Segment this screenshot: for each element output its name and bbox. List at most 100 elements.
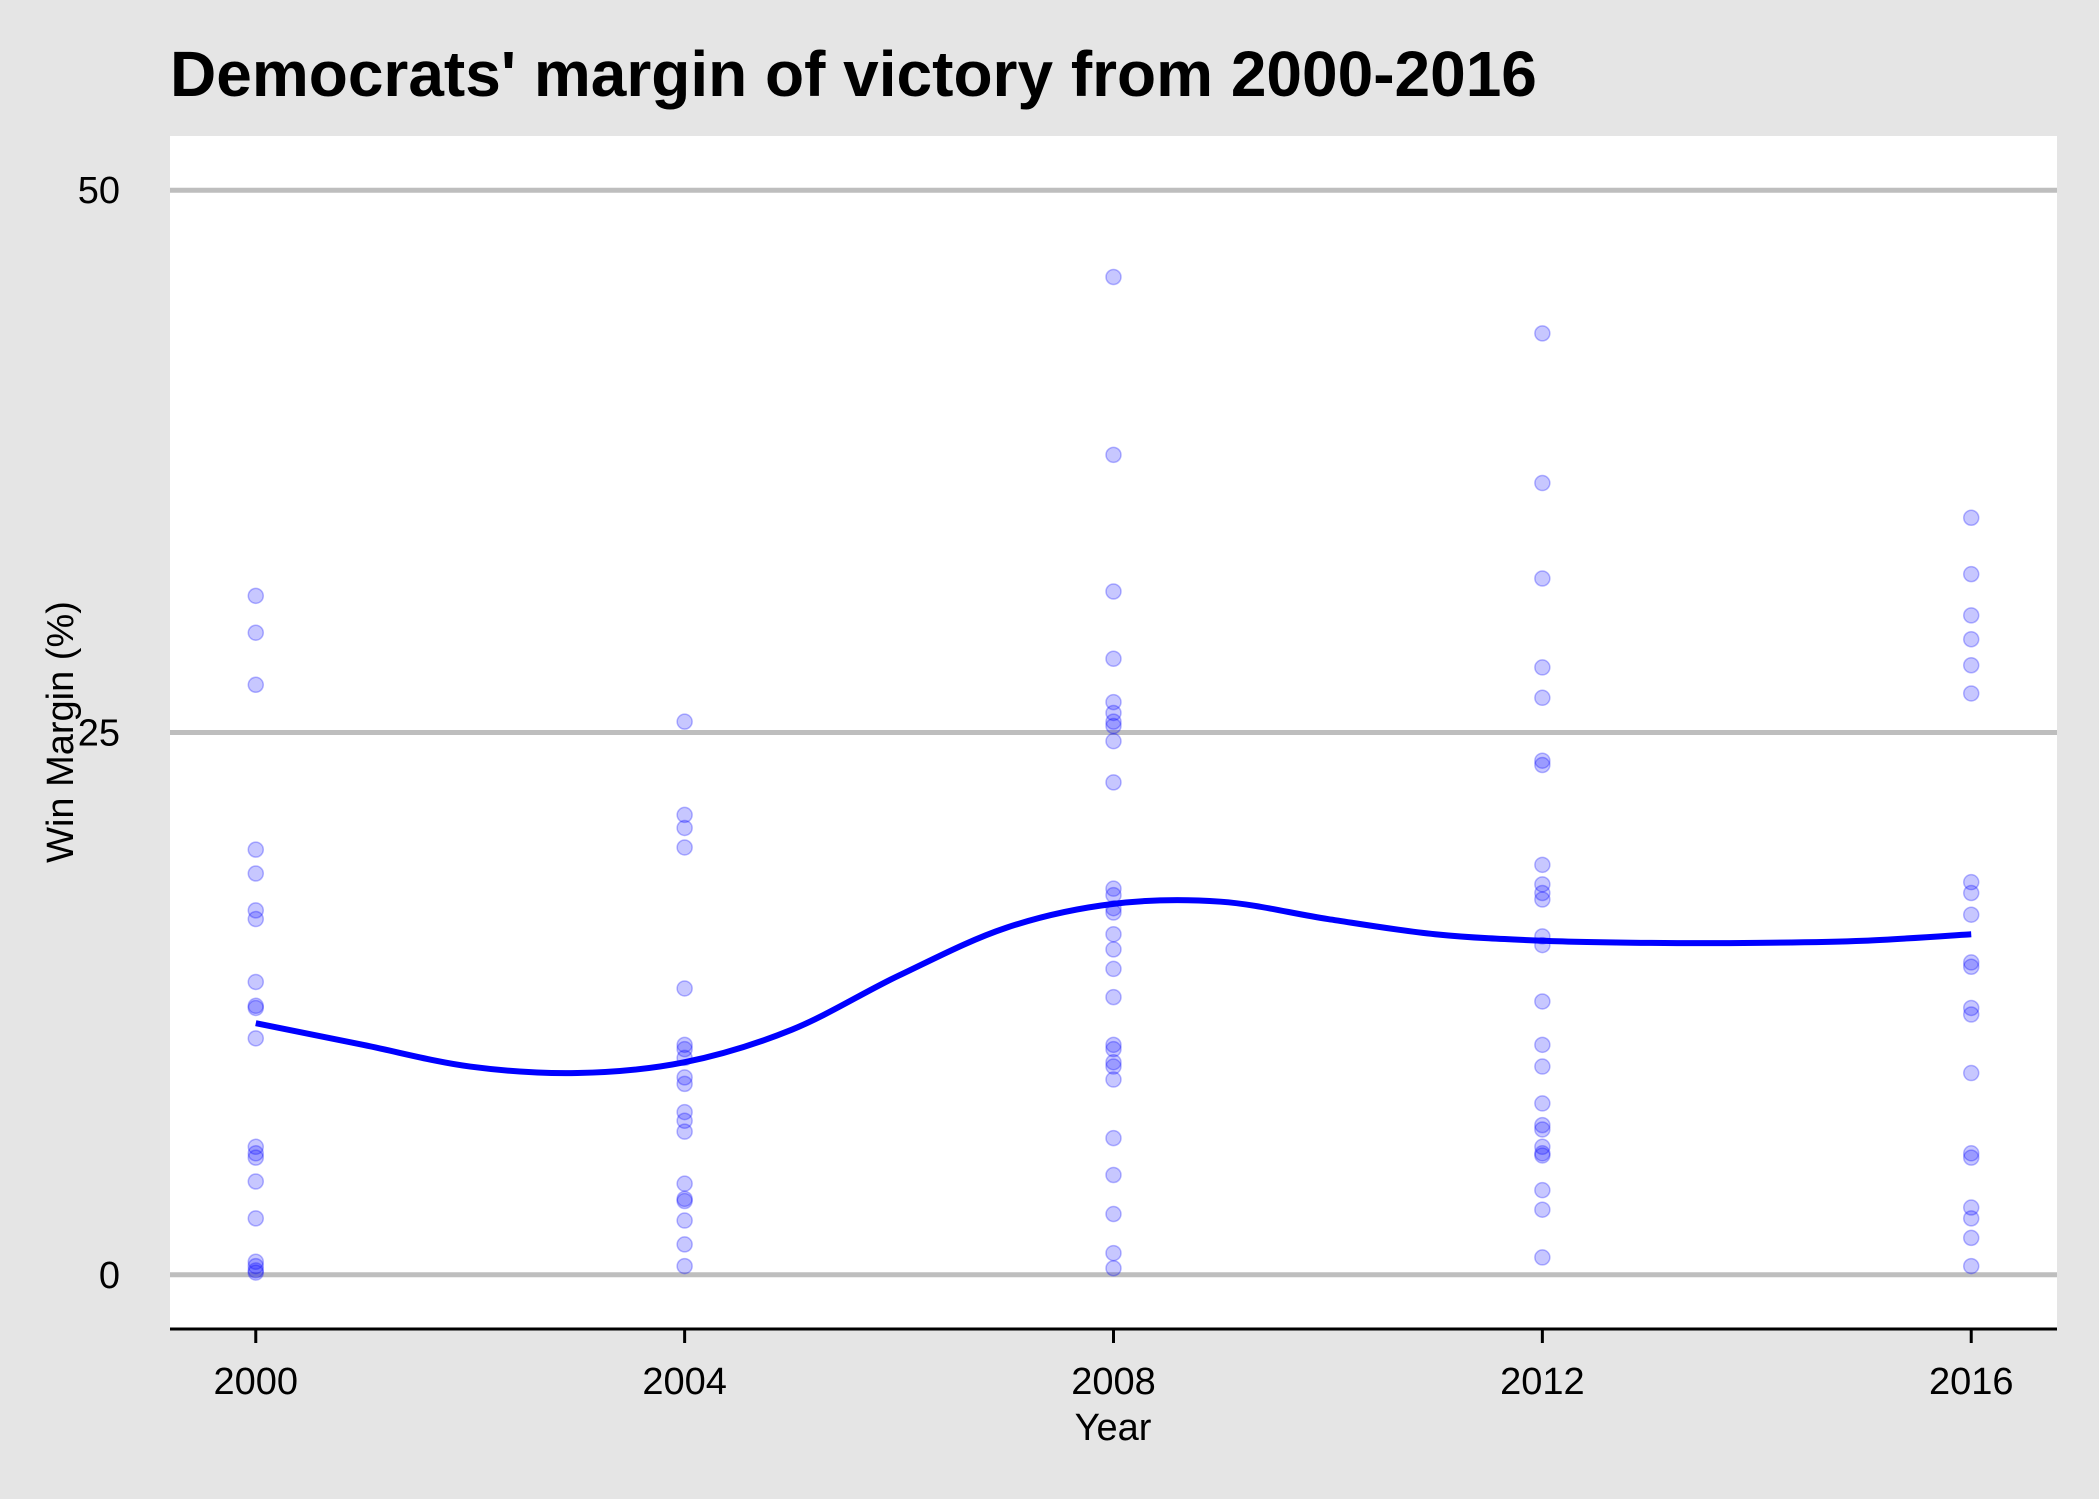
y-axis-ticks: 0 25 50 (78, 170, 120, 1297)
data-point-2012-91 (1534, 1249, 1551, 1266)
data-point-2016-93 (1962, 565, 1980, 583)
data-point-2000-16 (247, 1253, 265, 1271)
data-point-2000-17 (247, 1257, 265, 1275)
data-point-2016-107 (1962, 1149, 1980, 1166)
data-point-2012-68 (1534, 474, 1551, 492)
trend-line-group (255, 897, 1972, 1077)
data-point-2012-73 (1534, 756, 1551, 774)
data-point-2000-10 (247, 1030, 265, 1047)
data-point-2008-64 (1105, 1205, 1122, 1223)
data-point-2000-1 (247, 624, 265, 641)
data-point-2000-12 (247, 1145, 265, 1162)
data-point-2016-99 (1962, 884, 1980, 902)
data-point-2008-44 (1105, 704, 1122, 722)
scatter-points (247, 268, 1980, 1281)
data-point-2004-22 (676, 819, 693, 837)
data-point-2016-101 (1962, 954, 1980, 971)
data-point-2016-92 (1962, 509, 1980, 527)
data-point-2000-6 (247, 910, 265, 928)
data-point-2012-69 (1534, 570, 1551, 587)
y-tick-label-0: 0 (99, 1255, 120, 1297)
data-point-2000-7 (247, 973, 265, 991)
data-point-2000-9 (247, 999, 265, 1017)
x-tick-label-2000: 2000 (213, 1361, 298, 1403)
data-point-2008-57 (1105, 1036, 1122, 1054)
data-point-2004-37 (676, 1236, 693, 1253)
data-point-2016-97 (1962, 685, 1980, 702)
data-point-2008-39 (1105, 268, 1122, 286)
data-point-2000-3 (247, 841, 265, 858)
data-point-2016-102 (1962, 958, 1980, 976)
data-point-2012-75 (1534, 876, 1551, 893)
data-point-2012-67 (1534, 325, 1551, 342)
data-point-2016-108 (1962, 1199, 1980, 1216)
data-point-2008-41 (1105, 583, 1122, 600)
data-point-2012-70 (1534, 659, 1551, 676)
data-point-2008-53 (1105, 925, 1122, 943)
data-point-2008-61 (1105, 1071, 1122, 1088)
data-point-2012-88 (1534, 1147, 1551, 1164)
data-point-2004-26 (676, 1040, 693, 1058)
y-tick-label-25: 25 (78, 713, 120, 755)
data-point-2004-23 (676, 839, 693, 856)
data-point-2008-40 (1105, 446, 1122, 464)
chart-title: Democrats' margin of victory from 2000-2… (170, 38, 1537, 110)
data-point-2008-45 (1105, 713, 1122, 730)
data-point-2016-100 (1962, 906, 1980, 923)
data-point-2000-18 (247, 1262, 265, 1279)
data-point-2000-4 (247, 865, 265, 882)
data-point-2000-14 (247, 1173, 265, 1190)
data-point-2012-85 (1534, 1121, 1551, 1138)
data-point-2012-80 (1534, 993, 1551, 1010)
data-point-2004-36 (676, 1212, 693, 1229)
x-tick-label-2016: 2016 (1929, 1361, 2014, 1403)
data-point-2004-33 (676, 1175, 693, 1192)
data-point-2016-105 (1962, 1064, 1980, 1082)
data-point-2004-24 (676, 980, 693, 997)
data-point-2008-62 (1105, 1129, 1122, 1147)
data-point-2008-54 (1105, 941, 1122, 958)
data-point-2004-25 (676, 1036, 693, 1054)
data-point-2008-43 (1105, 693, 1122, 711)
data-point-2008-58 (1105, 1040, 1122, 1058)
data-point-2008-48 (1105, 774, 1122, 791)
data-point-2008-60 (1105, 1058, 1122, 1075)
data-point-2012-72 (1534, 752, 1551, 769)
data-point-2004-31 (676, 1112, 693, 1130)
data-point-2012-87 (1534, 1145, 1551, 1162)
data-point-2008-42 (1105, 650, 1122, 668)
data-point-2008-66 (1105, 1260, 1122, 1277)
data-point-2000-5 (247, 902, 265, 919)
data-point-2012-86 (1534, 1138, 1551, 1156)
gridlines (170, 187, 2057, 1278)
data-point-2016-111 (1962, 1257, 1980, 1275)
data-point-2012-76 (1534, 884, 1551, 902)
data-point-2012-74 (1534, 856, 1551, 874)
data-point-2000-15 (247, 1210, 265, 1227)
x-tick-label-2012: 2012 (1500, 1361, 1585, 1403)
data-point-2016-96 (1962, 657, 1980, 674)
data-point-2016-109 (1962, 1210, 1980, 1227)
data-point-2008-46 (1105, 717, 1122, 735)
data-point-2004-29 (676, 1075, 693, 1093)
data-point-2016-98 (1962, 873, 1980, 891)
x-tick-label-2008: 2008 (1071, 1361, 1156, 1403)
data-point-2000-2 (247, 676, 265, 694)
trend-line (255, 897, 1972, 1077)
data-point-2012-90 (1534, 1201, 1551, 1218)
data-point-2000-11 (247, 1138, 265, 1156)
data-point-2008-63 (1105, 1166, 1122, 1184)
data-point-2016-95 (1962, 630, 1980, 648)
data-point-2016-110 (1962, 1229, 1980, 1247)
data-point-2016-106 (1962, 1145, 1980, 1162)
data-point-2012-77 (1534, 891, 1551, 908)
data-point-2008-55 (1105, 960, 1122, 978)
data-point-2012-89 (1534, 1181, 1551, 1199)
data-point-2012-83 (1534, 1095, 1551, 1112)
data-point-2008-65 (1105, 1244, 1122, 1262)
y-axis-title: Win Margin (%) (40, 601, 82, 863)
x-axis-ticks: 2000 2004 2008 2012 2016 (213, 1329, 2014, 1403)
data-point-2004-35 (676, 1192, 693, 1210)
data-point-2008-49 (1105, 880, 1122, 897)
